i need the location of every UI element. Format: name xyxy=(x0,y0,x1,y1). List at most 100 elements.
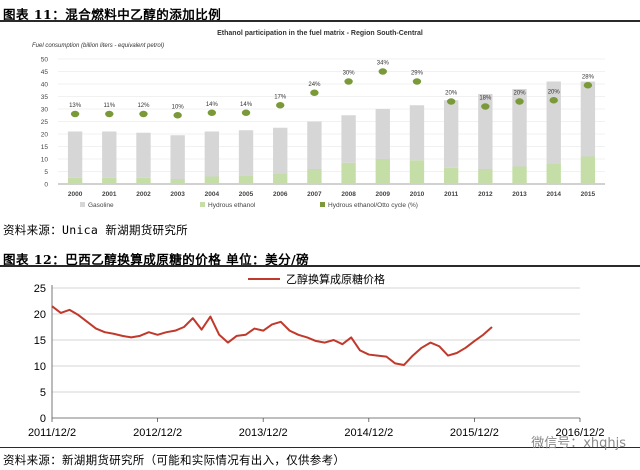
chart1-xtick-label: 2015 xyxy=(581,191,596,198)
chart1-pct-label: 17% xyxy=(274,94,287,100)
ethanol-fuel-matrix-chart: Ethanol participation in the fuel matrix… xyxy=(32,30,605,209)
chart1-pct-marker xyxy=(344,78,353,85)
chart1-bar-hydrous xyxy=(102,177,117,184)
chart1-ylabel: Fuel consumption (billion liters - equiv… xyxy=(32,43,164,49)
figure11-title: 图表 11：混合燃料中乙醇的添加比例 xyxy=(3,7,222,22)
chart1-pct-label: 12% xyxy=(137,103,150,109)
chart1-pct-marker xyxy=(173,112,182,119)
chart1-pct-marker xyxy=(515,98,524,105)
chart1-bar-gasoline xyxy=(375,109,390,159)
chart1-xtick-label: 2013 xyxy=(512,191,527,198)
chart1-pct-marker xyxy=(105,110,114,118)
chart1-xtick-label: 2005 xyxy=(239,191,254,198)
chart1-xtick-label: 2012 xyxy=(478,191,493,198)
chart1-xtick-label: 2007 xyxy=(307,191,322,198)
figure12-bottom-rule xyxy=(0,447,640,448)
chart1-xtick-label: 2000 xyxy=(68,191,83,198)
chart1-bar-hydrous xyxy=(512,166,527,184)
chart1-bar-hydrous xyxy=(478,169,493,184)
chart2-legend-label: 乙醇换算成原糖价格 xyxy=(286,272,385,286)
chart2-ytick-label: 5 xyxy=(40,387,46,399)
chart1-pct-label: 30% xyxy=(343,71,356,77)
chart1-bar-hydrous xyxy=(341,162,356,184)
chart1-pct-marker xyxy=(412,78,422,85)
chart1-pct-label: 18% xyxy=(479,96,492,102)
chart1-xtick-label: 2010 xyxy=(410,191,425,198)
chart2-ytick-label: 20 xyxy=(34,309,46,321)
figure12-source: 资料来源：新湖期货研究所（可能和实际情况有出入，仅供参考） xyxy=(3,453,346,467)
chart1-pct-marker xyxy=(70,110,80,118)
chart1-xtick-label: 2011 xyxy=(444,191,458,198)
chart1-xtick-label: 2009 xyxy=(376,191,391,198)
chart2-xtick-label: 2012/12/2 xyxy=(133,427,182,439)
chart1-ytick-label: 40 xyxy=(41,82,49,89)
chart1-pct-marker xyxy=(583,82,593,89)
chart1-xtick-label: 2014 xyxy=(546,191,561,198)
chart1-ytick-label: 5 xyxy=(44,169,48,176)
chart1-bar-hydrous xyxy=(136,177,151,184)
chart1-bar-hydrous xyxy=(67,177,83,184)
chart1-bar-hydrous xyxy=(409,160,425,184)
chart2-xtick-label: 2015/12/2 xyxy=(450,427,499,439)
chart2-xtick-label: 2014/12/2 xyxy=(344,427,393,439)
chart1-xtick-label: 2006 xyxy=(273,191,288,198)
chart1-bar-gasoline xyxy=(273,127,288,174)
chart1-bar-hydrous xyxy=(273,174,288,184)
figure11-source: 资料来源：Unica 新湖期货研究所 xyxy=(3,223,188,237)
chart1-pct-label: 24% xyxy=(308,82,321,88)
chart1-bar-hydrous xyxy=(238,175,254,184)
chart1-pct-marker xyxy=(241,109,251,116)
chart1-ytick-label: 25 xyxy=(41,119,49,126)
chart1-xtick-label: 2002 xyxy=(136,191,151,198)
chart1-pct-label: 14% xyxy=(240,102,253,108)
chart1-ytick-label: 20 xyxy=(41,132,49,139)
chart2-ytick-label: 0 xyxy=(40,413,46,425)
chart1-bar-gasoline xyxy=(170,135,185,179)
chart1-bar-hydrous xyxy=(307,169,322,184)
chart1-bar-hydrous xyxy=(443,167,459,184)
chart1-ytick-label: 0 xyxy=(44,182,48,189)
chart1-pct-label: 20% xyxy=(445,91,458,97)
chart1-pct-label: 20% xyxy=(514,91,527,97)
chart1-legend-label: Gasoline xyxy=(88,202,114,209)
chart1-legend-label: Hydrous ethanol/Otto cycle (%) xyxy=(328,202,418,209)
chart1-pct-label: 20% xyxy=(548,89,561,95)
chart1-pct-label: 13% xyxy=(69,103,82,109)
chart1-bar-gasoline xyxy=(409,105,425,161)
chart1-pct-label: 28% xyxy=(582,74,595,80)
chart1-bar-hydrous xyxy=(375,159,390,184)
chart1-pct-marker xyxy=(207,109,217,116)
chart1-xtick-label: 2004 xyxy=(205,191,220,198)
chart2-xtick-label: 2011/12/2 xyxy=(28,427,76,439)
figure11-rule xyxy=(0,20,640,22)
chart2-xtick-label: 2013/12/2 xyxy=(239,427,288,439)
chart1-bar-gasoline xyxy=(478,94,493,169)
chart1-pct-label: 10% xyxy=(172,104,185,110)
wechat-watermark: 微信号：xhqhjs xyxy=(531,436,626,451)
chart1-title: Ethanol participation in the fuel matrix… xyxy=(217,30,423,37)
chart1-bar-gasoline xyxy=(238,130,254,176)
chart1-pct-marker xyxy=(276,102,285,109)
chart1-ytick-label: 30 xyxy=(41,107,49,114)
chart1-pct-marker xyxy=(446,98,456,105)
chart2-ytick-label: 10 xyxy=(34,361,46,373)
chart1-xtick-label: 2008 xyxy=(341,191,356,198)
chart1-pct-label: 29% xyxy=(411,71,424,77)
chart1-pct-marker xyxy=(310,89,319,96)
chart1-bar-hydrous xyxy=(580,156,596,184)
chart1-bar-gasoline xyxy=(443,100,459,168)
chart1-pct-marker xyxy=(549,97,558,104)
chart1-pct-marker xyxy=(139,110,148,118)
chart1-ytick-label: 10 xyxy=(41,157,49,164)
figure12-title: 图表 12：巴西乙醇换算成原糖的价格 单位：美分/磅 xyxy=(3,252,310,267)
chart2-xtick-label: 2016/12/2 xyxy=(556,427,605,439)
chart1-bar-hydrous xyxy=(204,176,220,184)
chart1-bar-gasoline xyxy=(512,89,527,167)
chart1-bar-hydrous xyxy=(546,164,561,184)
chart1-legend-label: Hydrous ethanol xyxy=(208,202,256,209)
figure12-rule xyxy=(0,265,640,267)
chart1-ytick-label: 15 xyxy=(41,144,49,151)
chart1-pct-label: 14% xyxy=(206,102,219,108)
chart1-bar-gasoline xyxy=(341,115,356,163)
chart1-bar-gasoline xyxy=(580,81,596,157)
